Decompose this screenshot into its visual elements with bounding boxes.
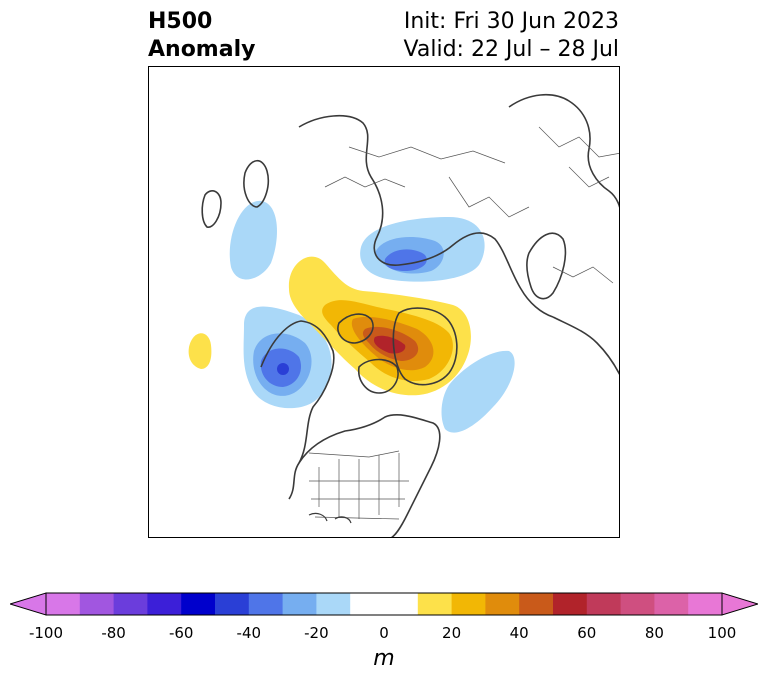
forecast-dates: Init: Fri 30 Jun 2023 Valid: 22 Jul – 28… <box>404 8 619 64</box>
title-line-1: H500 <box>148 9 213 34</box>
colorbar-border <box>45 592 723 616</box>
trough-gulf-of-alaska <box>243 306 332 409</box>
colorbar-tick-label: -100 <box>28 624 64 642</box>
colorbar-segment <box>451 593 486 615</box>
caribbean-islands <box>308 512 352 524</box>
colorbar-segment <box>79 593 115 615</box>
coastlines <box>201 93 619 537</box>
colorbar <box>10 592 758 616</box>
colorbar-tick-label: -80 <box>101 624 126 642</box>
colorbar-segment <box>485 593 520 615</box>
colorbar-segment <box>181 593 216 615</box>
colorbar-segment <box>350 593 385 615</box>
valid-range: Valid: 22 Jul – 28 Jul <box>403 37 619 62</box>
trough-northwest <box>229 200 277 280</box>
ridge-greenland-canada <box>288 256 471 396</box>
colorbar-segment <box>248 593 284 615</box>
colorbar-segment <box>417 593 453 615</box>
colorbar-tick-label: 100 <box>707 624 737 642</box>
ridge-north-pacific <box>188 333 212 369</box>
trough-west-russia <box>447 240 475 273</box>
colorbar-segment <box>553 593 588 615</box>
colorbar-tick-label: 20 <box>442 624 462 642</box>
colorbar-segment <box>654 593 689 615</box>
political-borders <box>308 126 619 520</box>
colorbar-unit: m <box>373 646 395 671</box>
title-line-2: Anomaly <box>148 37 256 62</box>
colorbar-tick-label: 40 <box>509 624 529 642</box>
colorbar-segment <box>316 593 351 615</box>
init-date: Init: Fri 30 Jun 2023 <box>403 9 619 34</box>
colorbar-tick-label: 80 <box>644 624 664 642</box>
colorbar-tick-label: -60 <box>168 624 194 642</box>
colorbar-tick-label: 60 <box>577 624 597 642</box>
colorbar-segment <box>113 593 148 615</box>
colorbar-segment <box>384 593 419 615</box>
colorbar-tick-label: -20 <box>304 624 329 642</box>
map-title: H500 Anomaly <box>148 8 255 64</box>
colorbar-segment <box>586 593 622 615</box>
colorbar-segment <box>282 593 317 615</box>
colorbar-arrow-min <box>10 592 47 616</box>
colorbar-segment <box>620 593 655 615</box>
colorbar-tick-label: 0 <box>379 624 389 642</box>
colorbar-arrow-max <box>721 592 758 616</box>
map-canvas <box>149 67 619 537</box>
colorbar-segment <box>215 593 250 615</box>
colorbar-segment <box>147 593 182 615</box>
anomaly-map <box>148 66 620 538</box>
colorbar-segment <box>688 593 723 615</box>
colorbar-segment <box>519 593 554 615</box>
colorbar-tick-label: -40 <box>236 624 262 642</box>
trough-north-atlantic <box>441 350 515 433</box>
colorbar-segment <box>46 593 81 615</box>
